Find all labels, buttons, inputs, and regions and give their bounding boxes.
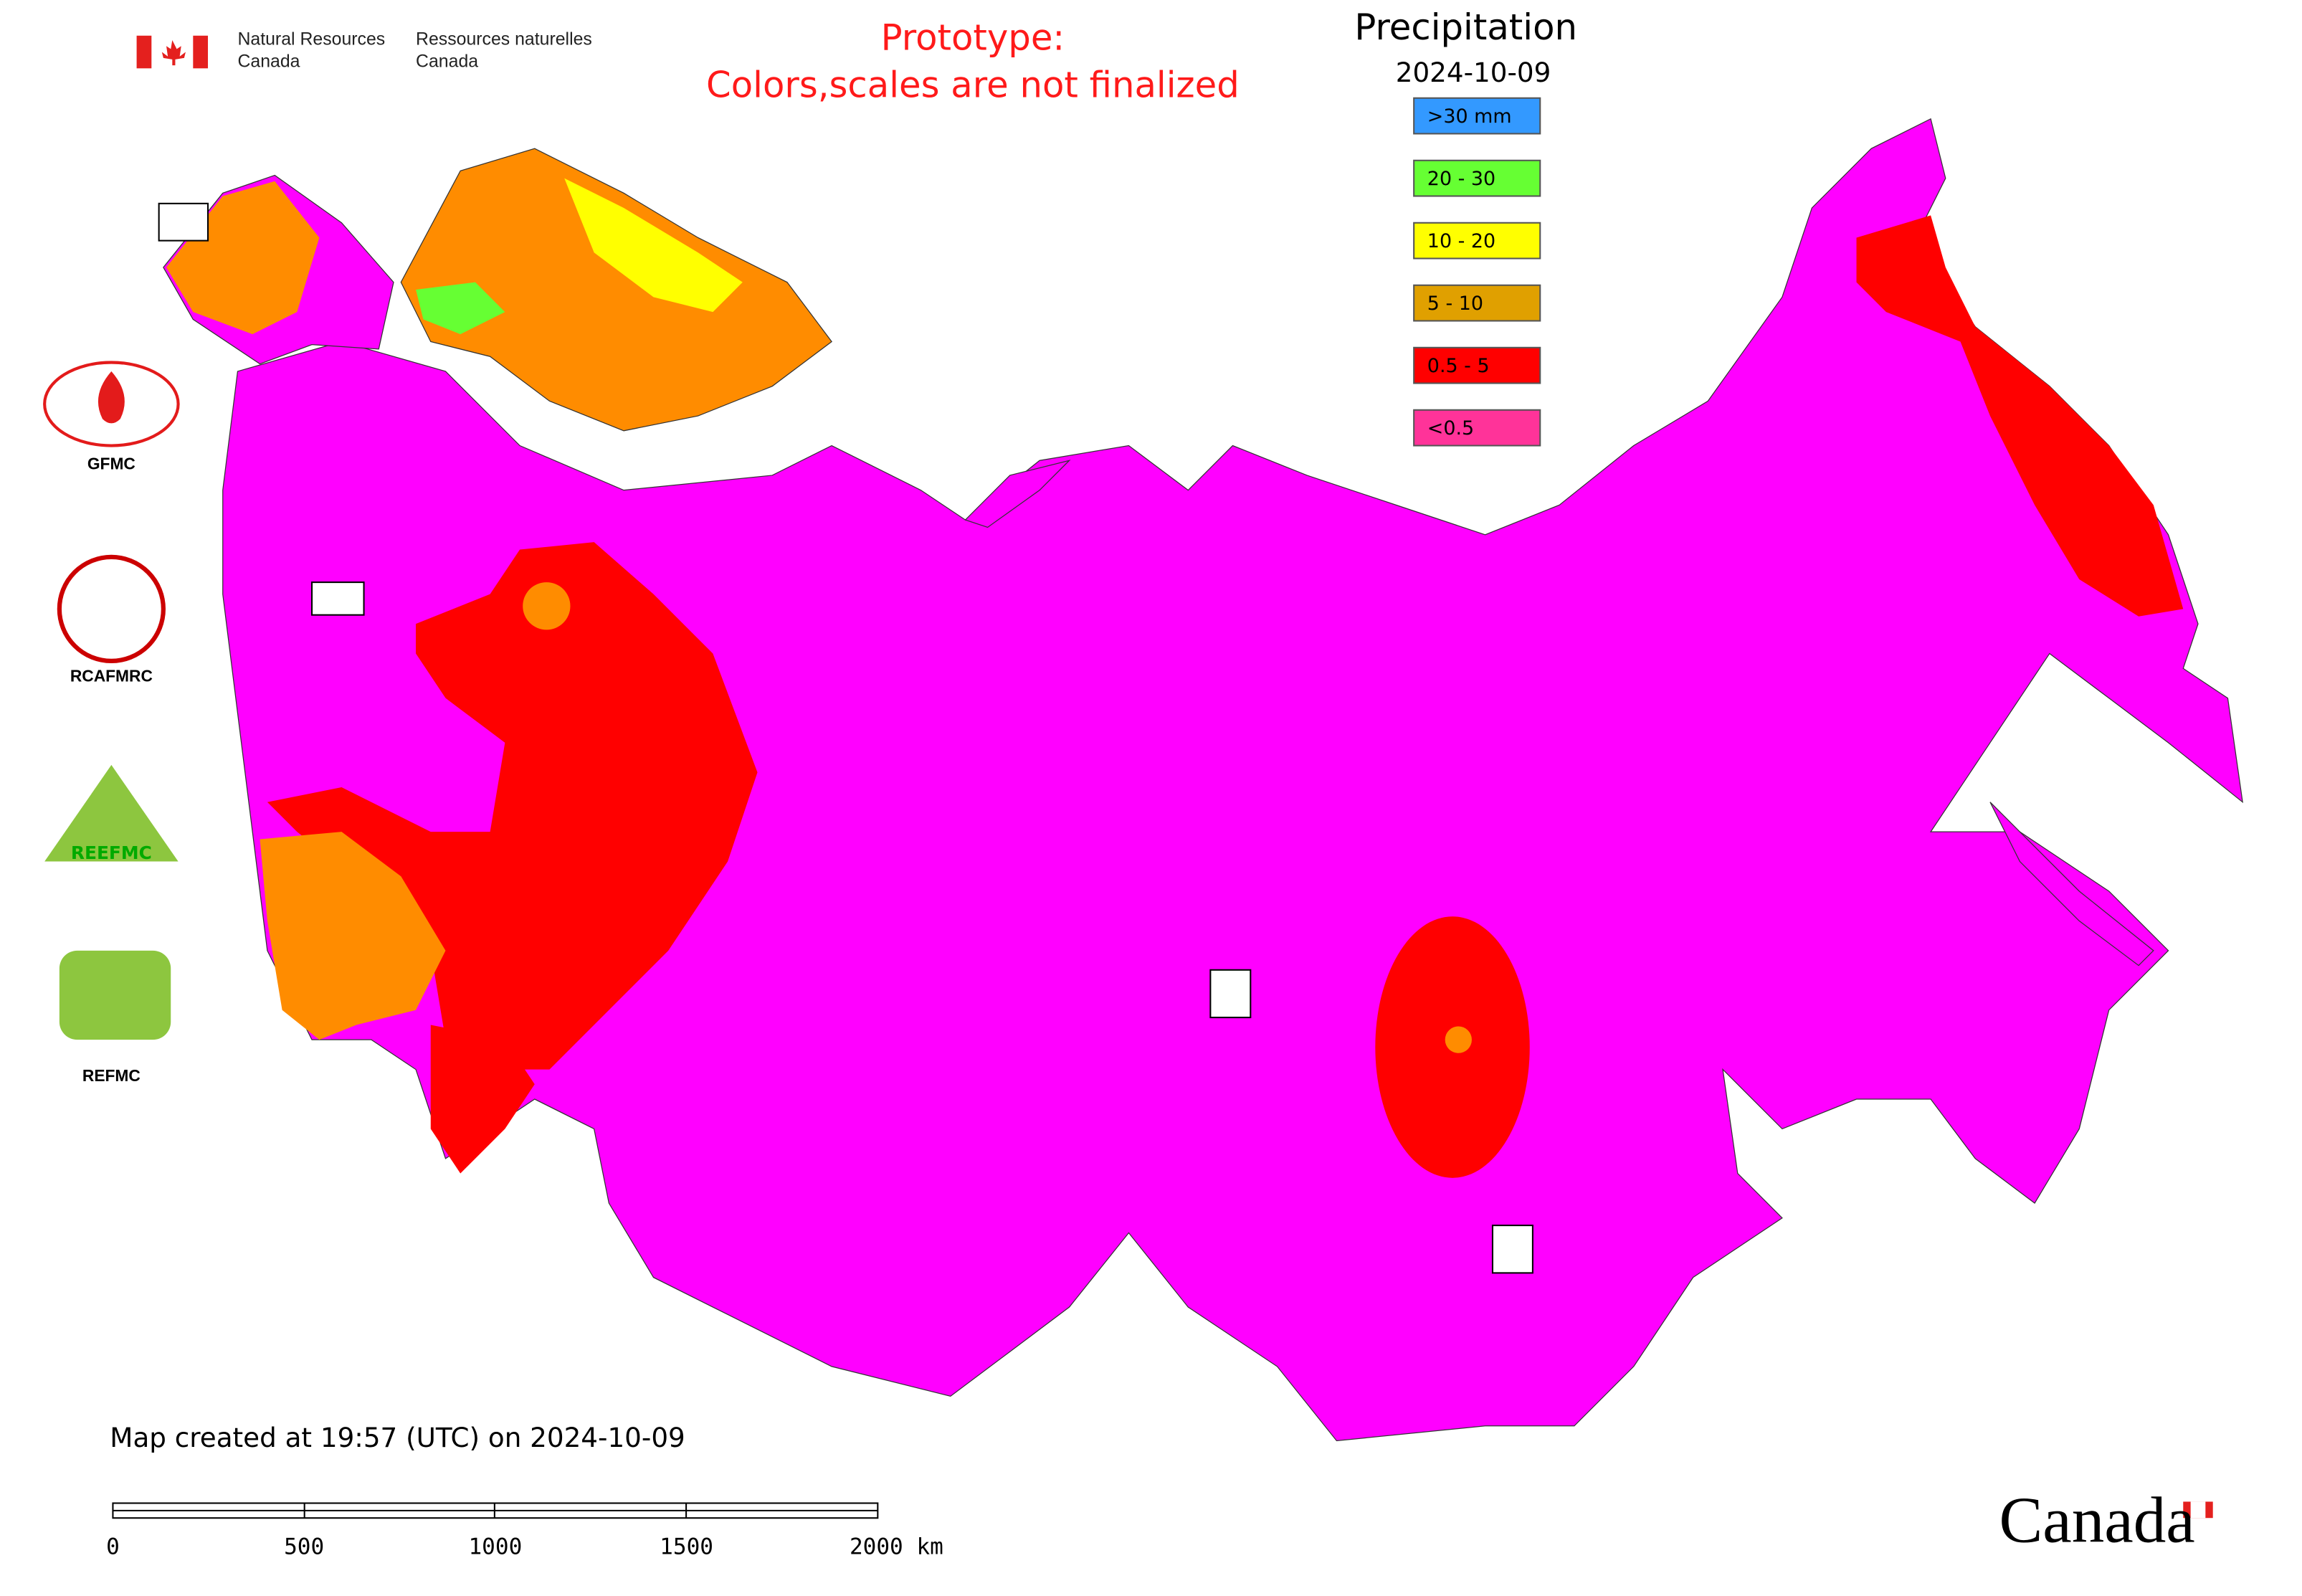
legend-swatch xyxy=(1413,97,1541,135)
scale-labels: 0 500 1000 1500 2000 km xyxy=(106,1534,943,1560)
legend-swatch xyxy=(1413,222,1541,260)
dept-en-1: Natural Resources xyxy=(237,30,385,49)
scale-label: 0 xyxy=(106,1534,120,1560)
scale-label: 1000 xyxy=(468,1534,522,1560)
legend-date: 2024-10-09 xyxy=(1396,57,1551,88)
west-red xyxy=(267,542,758,1070)
scale-label: 500 xyxy=(284,1534,324,1560)
kola-finland xyxy=(400,148,832,432)
wordmark-flag xyxy=(2183,1501,2213,1519)
far-east-red xyxy=(1856,215,2184,617)
legend-label: 10 - 20 xyxy=(1427,230,1495,252)
dept-en-2: Canada xyxy=(237,52,300,72)
canada-wordmark: Canada xyxy=(1999,1484,2194,1557)
notice-line-1: Prototype: xyxy=(881,16,1065,58)
legend-label: 20 - 30 xyxy=(1427,168,1495,190)
dept-fr-2: Canada xyxy=(416,52,478,72)
map-regions xyxy=(163,118,2243,1442)
legend-swatch xyxy=(1413,159,1541,197)
map-created: Map created at 19:57 (UTC) on 2024-10-09 xyxy=(110,1422,685,1453)
scale-label: 2000 km xyxy=(850,1534,943,1560)
reefmc-logo xyxy=(44,764,179,862)
logo-label: RCAFMRC xyxy=(70,667,153,685)
kola-green xyxy=(416,282,505,335)
notice-line-2: Colors,scales are not finalized xyxy=(706,65,1240,106)
legend-swatch xyxy=(1413,346,1541,384)
baikal-orange xyxy=(1445,1026,1472,1053)
ukraine-orange xyxy=(260,832,446,1040)
dept-fr-1: Ressources naturelles xyxy=(416,30,592,49)
legend-swatch xyxy=(1413,284,1541,322)
legend-title: Precipitation xyxy=(1354,6,1577,48)
kola-yellow xyxy=(564,178,743,313)
scale-bar xyxy=(112,1502,879,1519)
gfmc-badge xyxy=(158,202,209,242)
sakhalin xyxy=(1989,802,2154,966)
canada-flag xyxy=(136,35,209,69)
legend-label: <0.5 xyxy=(1427,417,1474,440)
caucasus-red xyxy=(430,1025,535,1174)
legend-label: 0.5 - 5 xyxy=(1427,355,1490,377)
legend-label: 5 - 10 xyxy=(1427,293,1483,315)
rcafmrc-logo xyxy=(57,554,166,664)
logos: REEFMC xyxy=(43,202,1533,1274)
legend-label: >30 mm xyxy=(1427,105,1512,128)
refmc-logo xyxy=(59,950,171,1040)
svg-text:REEFMC: REEFMC xyxy=(71,842,152,863)
logo-label: REFMC xyxy=(82,1066,141,1085)
scale-label: 1500 xyxy=(660,1534,713,1560)
gfmc-logo xyxy=(43,361,180,447)
island-novaya xyxy=(964,460,1071,528)
legend-swatch xyxy=(1413,409,1541,447)
legend: >30 mm 20 - 30 10 - 20 5 - 10 0.5 - 5 <0.5 xyxy=(1413,97,1541,447)
main-landmass xyxy=(222,118,2243,1442)
logo-label: GFMC xyxy=(87,454,135,472)
moscow-orange xyxy=(523,582,571,630)
